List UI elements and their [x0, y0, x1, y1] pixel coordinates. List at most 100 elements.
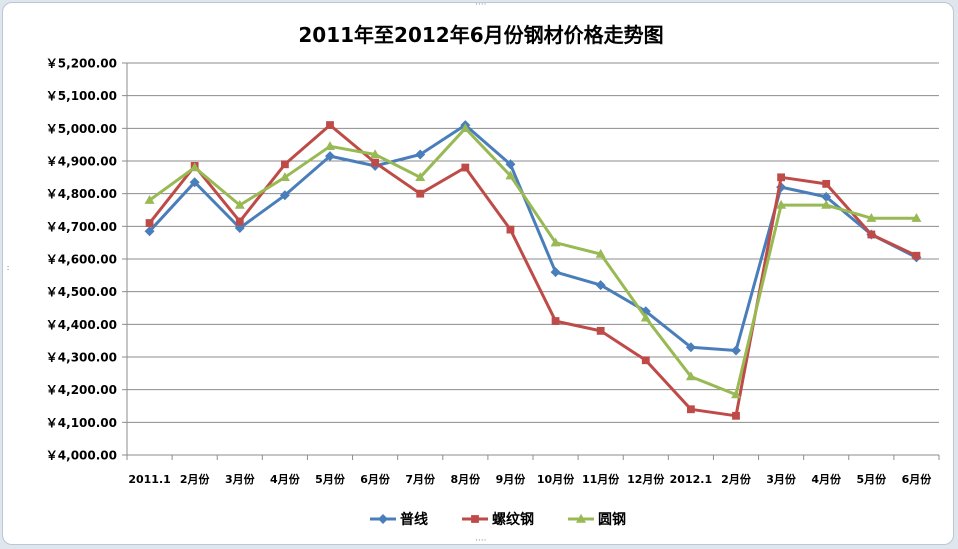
- resize-handle-left[interactable]: ··: [2, 265, 12, 271]
- series-line: [148, 126, 917, 397]
- data-point: [144, 195, 155, 204]
- y-tick-label: ￥5,100.00: [46, 89, 117, 103]
- y-tick-label: ￥4,200.00: [46, 383, 117, 397]
- data-point: [326, 121, 334, 129]
- data-point: [866, 212, 877, 222]
- x-tick-label: 2011.1: [128, 473, 170, 486]
- data-point: [596, 326, 605, 335]
- legend-marker: [471, 515, 479, 523]
- data-point: [911, 212, 922, 222]
- x-tick-label: 5月份: [857, 472, 888, 486]
- line-chart: 2011年至2012年6月份钢材价格走势图 ￥4,000.00 ￥4,100.00…: [46, 23, 940, 528]
- x-tick-label: 2月份: [721, 472, 752, 486]
- data-point: [912, 251, 921, 260]
- resize-handle-top[interactable]: ····: [475, 2, 487, 10]
- data-point: [821, 199, 832, 209]
- y-tick-label: ￥4,400.00: [46, 318, 117, 332]
- data-point: [189, 162, 200, 172]
- y-axis-ticks: ￥4,000.00 ￥4,100.00 ￥4,200.00 ￥4,300.00 ￥4,4…: [46, 57, 127, 463]
- data-point: [280, 160, 289, 169]
- y-tick-label: ￥4,500.00: [46, 285, 117, 299]
- data-point: [732, 411, 740, 420]
- data-point: [461, 163, 470, 172]
- series-line: [148, 123, 918, 418]
- data-point: [234, 222, 245, 233]
- x-tick-label: 8月份: [451, 472, 482, 486]
- data-point: [325, 151, 335, 162]
- x-tick-label: 9月份: [496, 472, 527, 486]
- x-tick-label: 2月份: [180, 472, 211, 486]
- data-point: [144, 226, 155, 237]
- data-point: [506, 225, 515, 234]
- gridlines: [127, 62, 939, 423]
- data-point: [415, 149, 426, 160]
- y-tick-label: ￥5,000.00: [46, 122, 117, 136]
- data-point: [867, 230, 876, 239]
- data-point: [550, 237, 561, 247]
- data-point: [640, 312, 651, 322]
- data-point: [776, 199, 787, 209]
- legend-marker: [576, 513, 586, 523]
- series-lines: [144, 120, 922, 420]
- x-tick-label: 4月份: [811, 472, 842, 486]
- data-point: [821, 191, 832, 202]
- x-tick-label: 6月份: [902, 472, 933, 486]
- data-point: [822, 179, 831, 188]
- resize-handle-bottom[interactable]: ····: [475, 536, 487, 545]
- x-tick-label: 3月份: [225, 472, 256, 486]
- series-line: [148, 123, 918, 352]
- data-point: [325, 141, 335, 150]
- legend-item[interactable]: 螺纹钢: [462, 511, 534, 528]
- series-2: [145, 121, 921, 420]
- x-tick-label: 11月份: [582, 472, 620, 486]
- chart-title: 2011年至2012年6月份钢材价格走势图: [298, 23, 663, 47]
- data-point: [731, 389, 741, 399]
- y-tick-label: ￥4,000.00: [46, 449, 117, 463]
- data-point: [595, 280, 606, 291]
- data-point: [505, 170, 516, 180]
- legend-label: 普线: [400, 511, 428, 528]
- legend: 普线 螺纹钢 圆钢: [370, 511, 626, 528]
- data-point: [416, 189, 425, 198]
- legend-item[interactable]: 圆钢: [568, 511, 626, 528]
- data-point: [731, 345, 741, 356]
- series-3: [144, 123, 922, 399]
- legend-label: 螺纹钢: [492, 511, 534, 528]
- data-point: [551, 317, 560, 325]
- x-axis-ticks: 2011.1 2月份 3月份 4月份 5月份 6月份 7月份 8月份 9月份 10月份 11月份 12…: [126, 455, 940, 486]
- x-tick-label: 2012.1: [670, 473, 712, 486]
- data-point: [371, 158, 380, 167]
- y-tick-label: ￥4,100.00: [46, 416, 117, 430]
- data-point: [415, 172, 426, 182]
- data-point: [370, 149, 381, 159]
- data-point: [235, 217, 244, 226]
- data-point: [641, 356, 650, 365]
- y-tick-label: ￥4,300.00: [46, 351, 117, 365]
- x-tick-label: 7月份: [405, 472, 436, 486]
- data-point: [685, 342, 696, 353]
- data-point: [279, 190, 290, 201]
- resize-handle-right[interactable]: ··: [949, 265, 954, 271]
- data-point: [189, 177, 200, 188]
- data-point: [234, 199, 245, 209]
- data-point: [550, 267, 561, 278]
- x-tick-label: 12月份: [627, 472, 665, 486]
- data-point: [686, 405, 695, 414]
- y-tick-label: ￥4,600.00: [46, 253, 117, 267]
- y-tick-label: ￥5,200.00: [46, 57, 117, 71]
- x-tick-label: 3月份: [766, 472, 797, 486]
- legend-label: 圆钢: [598, 511, 626, 528]
- y-tick-label: ￥4,800.00: [46, 187, 117, 201]
- y-tick-label: ￥4,900.00: [46, 155, 117, 169]
- data-point: [595, 248, 606, 258]
- data-point: [145, 219, 154, 227]
- x-tick-label: 4月份: [270, 472, 301, 486]
- y-tick-label: ￥4,700.00: [46, 220, 117, 234]
- legend-marker: [378, 514, 388, 524]
- data-point: [685, 371, 696, 381]
- data-point: [505, 159, 516, 170]
- x-tick-label: 6月份: [360, 472, 391, 486]
- legend-item[interactable]: 普线: [370, 511, 428, 528]
- x-tick-label: 10月份: [537, 472, 575, 486]
